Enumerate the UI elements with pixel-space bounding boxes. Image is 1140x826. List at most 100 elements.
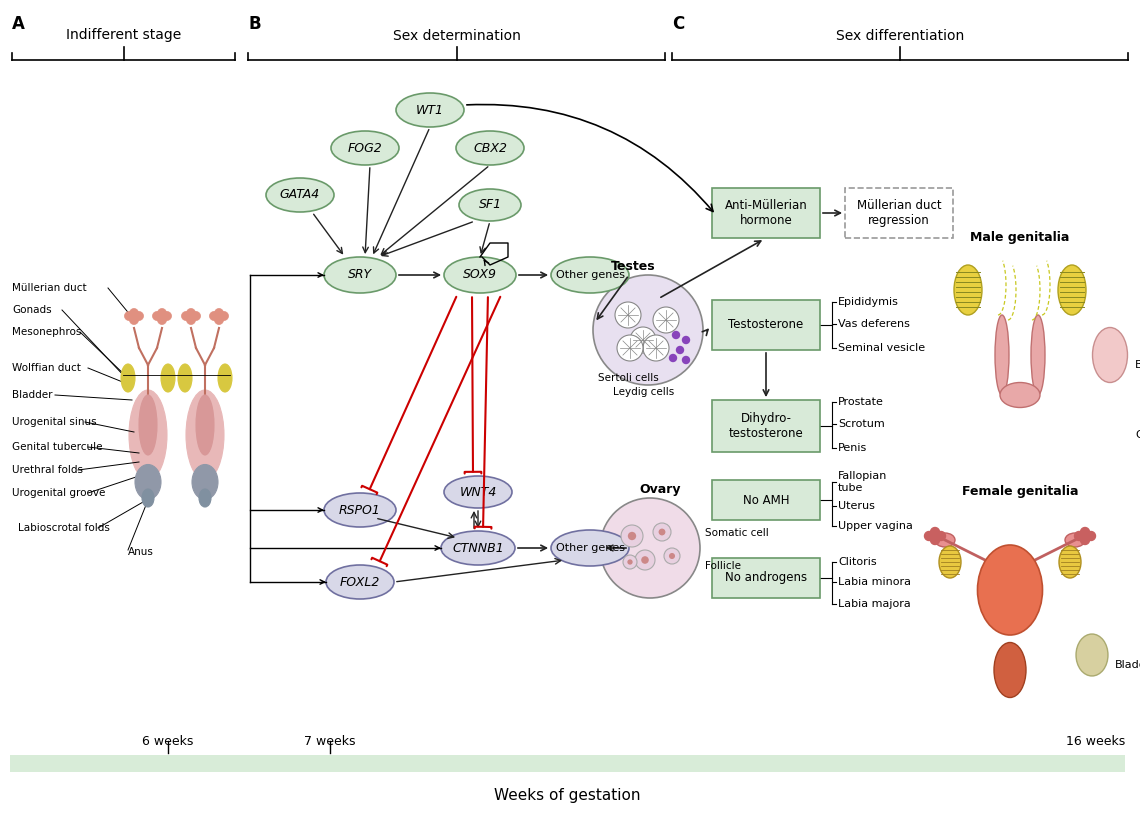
Circle shape — [163, 311, 171, 320]
Text: Follicle: Follicle — [705, 561, 741, 571]
Ellipse shape — [200, 489, 211, 507]
Circle shape — [210, 311, 219, 320]
Text: 16 weeks: 16 weeks — [1066, 735, 1125, 748]
Text: Somatic cell: Somatic cell — [705, 528, 768, 538]
Ellipse shape — [161, 364, 176, 392]
Text: SRY: SRY — [348, 268, 372, 282]
Ellipse shape — [121, 364, 135, 392]
Circle shape — [124, 311, 133, 320]
Circle shape — [673, 331, 679, 339]
Text: No androgens: No androgens — [725, 572, 807, 585]
Ellipse shape — [186, 390, 223, 480]
Circle shape — [614, 302, 641, 328]
Circle shape — [643, 335, 669, 361]
Text: Sex determination: Sex determination — [392, 29, 521, 42]
Circle shape — [621, 525, 643, 547]
Text: Other genes: Other genes — [555, 270, 625, 280]
Ellipse shape — [1065, 533, 1085, 547]
Ellipse shape — [954, 265, 982, 315]
Circle shape — [157, 308, 166, 317]
Circle shape — [187, 308, 195, 317]
Text: Labia minora: Labia minora — [838, 577, 911, 587]
Ellipse shape — [396, 93, 464, 127]
Ellipse shape — [939, 546, 961, 578]
Ellipse shape — [443, 257, 516, 293]
Text: Leydig cells: Leydig cells — [613, 387, 674, 397]
Ellipse shape — [178, 364, 192, 392]
FancyArrowPatch shape — [466, 104, 712, 211]
Circle shape — [936, 531, 945, 540]
Ellipse shape — [977, 545, 1042, 635]
Ellipse shape — [1092, 327, 1127, 382]
Circle shape — [192, 311, 201, 320]
Circle shape — [220, 311, 228, 320]
Circle shape — [1081, 535, 1090, 544]
Ellipse shape — [995, 315, 1009, 395]
Text: FOXL2: FOXL2 — [340, 576, 380, 588]
Text: SOX9: SOX9 — [463, 268, 497, 282]
Circle shape — [214, 308, 223, 317]
Ellipse shape — [331, 131, 399, 165]
Text: Vas deferens: Vas deferens — [838, 319, 910, 329]
FancyBboxPatch shape — [845, 188, 953, 238]
Circle shape — [135, 311, 144, 320]
Text: B: B — [249, 15, 261, 33]
Text: A: A — [13, 15, 25, 33]
Text: Testes: Testes — [611, 260, 656, 273]
Ellipse shape — [135, 464, 161, 500]
Text: SF1: SF1 — [479, 198, 502, 211]
Ellipse shape — [459, 189, 521, 221]
Circle shape — [600, 498, 700, 598]
Text: Müllerian duct: Müllerian duct — [13, 283, 87, 293]
Circle shape — [653, 523, 671, 541]
Circle shape — [181, 311, 190, 320]
Text: 6 weeks: 6 weeks — [142, 735, 194, 748]
Text: Sex differentiation: Sex differentiation — [836, 29, 964, 42]
Text: Urogenital sinus: Urogenital sinus — [13, 417, 97, 427]
Ellipse shape — [218, 364, 233, 392]
FancyBboxPatch shape — [712, 400, 820, 452]
Text: No AMH: No AMH — [743, 493, 789, 506]
FancyBboxPatch shape — [10, 755, 1125, 772]
Text: Urethral folds: Urethral folds — [13, 465, 83, 475]
Text: Seminal vesicle: Seminal vesicle — [838, 343, 926, 353]
Text: Labia majora: Labia majora — [838, 599, 911, 609]
Text: GATA4: GATA4 — [280, 188, 320, 202]
Text: Gubernaculum: Gubernaculum — [1135, 430, 1140, 440]
Circle shape — [683, 357, 690, 363]
Text: Indifferent stage: Indifferent stage — [66, 29, 181, 42]
Text: Müllerian duct
regression: Müllerian duct regression — [856, 199, 942, 227]
Text: Dihydro-
testosterone: Dihydro- testosterone — [728, 412, 804, 440]
Ellipse shape — [551, 530, 629, 566]
Circle shape — [641, 556, 649, 564]
Circle shape — [930, 528, 939, 537]
Text: Labioscrotal folds: Labioscrotal folds — [18, 523, 109, 533]
Circle shape — [663, 548, 679, 564]
Text: Anti-Müllerian
hormone: Anti-Müllerian hormone — [725, 199, 807, 227]
Ellipse shape — [443, 476, 512, 508]
Text: Clitoris: Clitoris — [838, 557, 877, 567]
Text: Female genitalia: Female genitalia — [962, 486, 1078, 499]
Circle shape — [214, 316, 223, 325]
Ellipse shape — [196, 395, 214, 455]
Text: Mesonephros: Mesonephros — [13, 327, 81, 337]
Ellipse shape — [1000, 382, 1040, 407]
Text: Anus: Anus — [128, 547, 154, 557]
Text: Male genitalia: Male genitalia — [970, 231, 1069, 244]
Text: Upper vagina: Upper vagina — [838, 521, 913, 531]
Text: Prostate: Prostate — [838, 397, 884, 407]
Circle shape — [676, 346, 684, 354]
Circle shape — [630, 327, 656, 353]
Text: RSPO1: RSPO1 — [339, 504, 381, 516]
Circle shape — [635, 550, 655, 570]
Circle shape — [653, 307, 679, 333]
Ellipse shape — [192, 464, 218, 500]
Ellipse shape — [1058, 265, 1086, 315]
Circle shape — [925, 531, 934, 540]
Text: WT1: WT1 — [416, 103, 443, 116]
Text: WNT4: WNT4 — [459, 486, 497, 499]
Text: CBX2: CBX2 — [473, 141, 507, 154]
Text: Urogenital groove: Urogenital groove — [13, 488, 105, 498]
Ellipse shape — [1076, 634, 1108, 676]
Text: Epididymis: Epididymis — [838, 297, 898, 307]
